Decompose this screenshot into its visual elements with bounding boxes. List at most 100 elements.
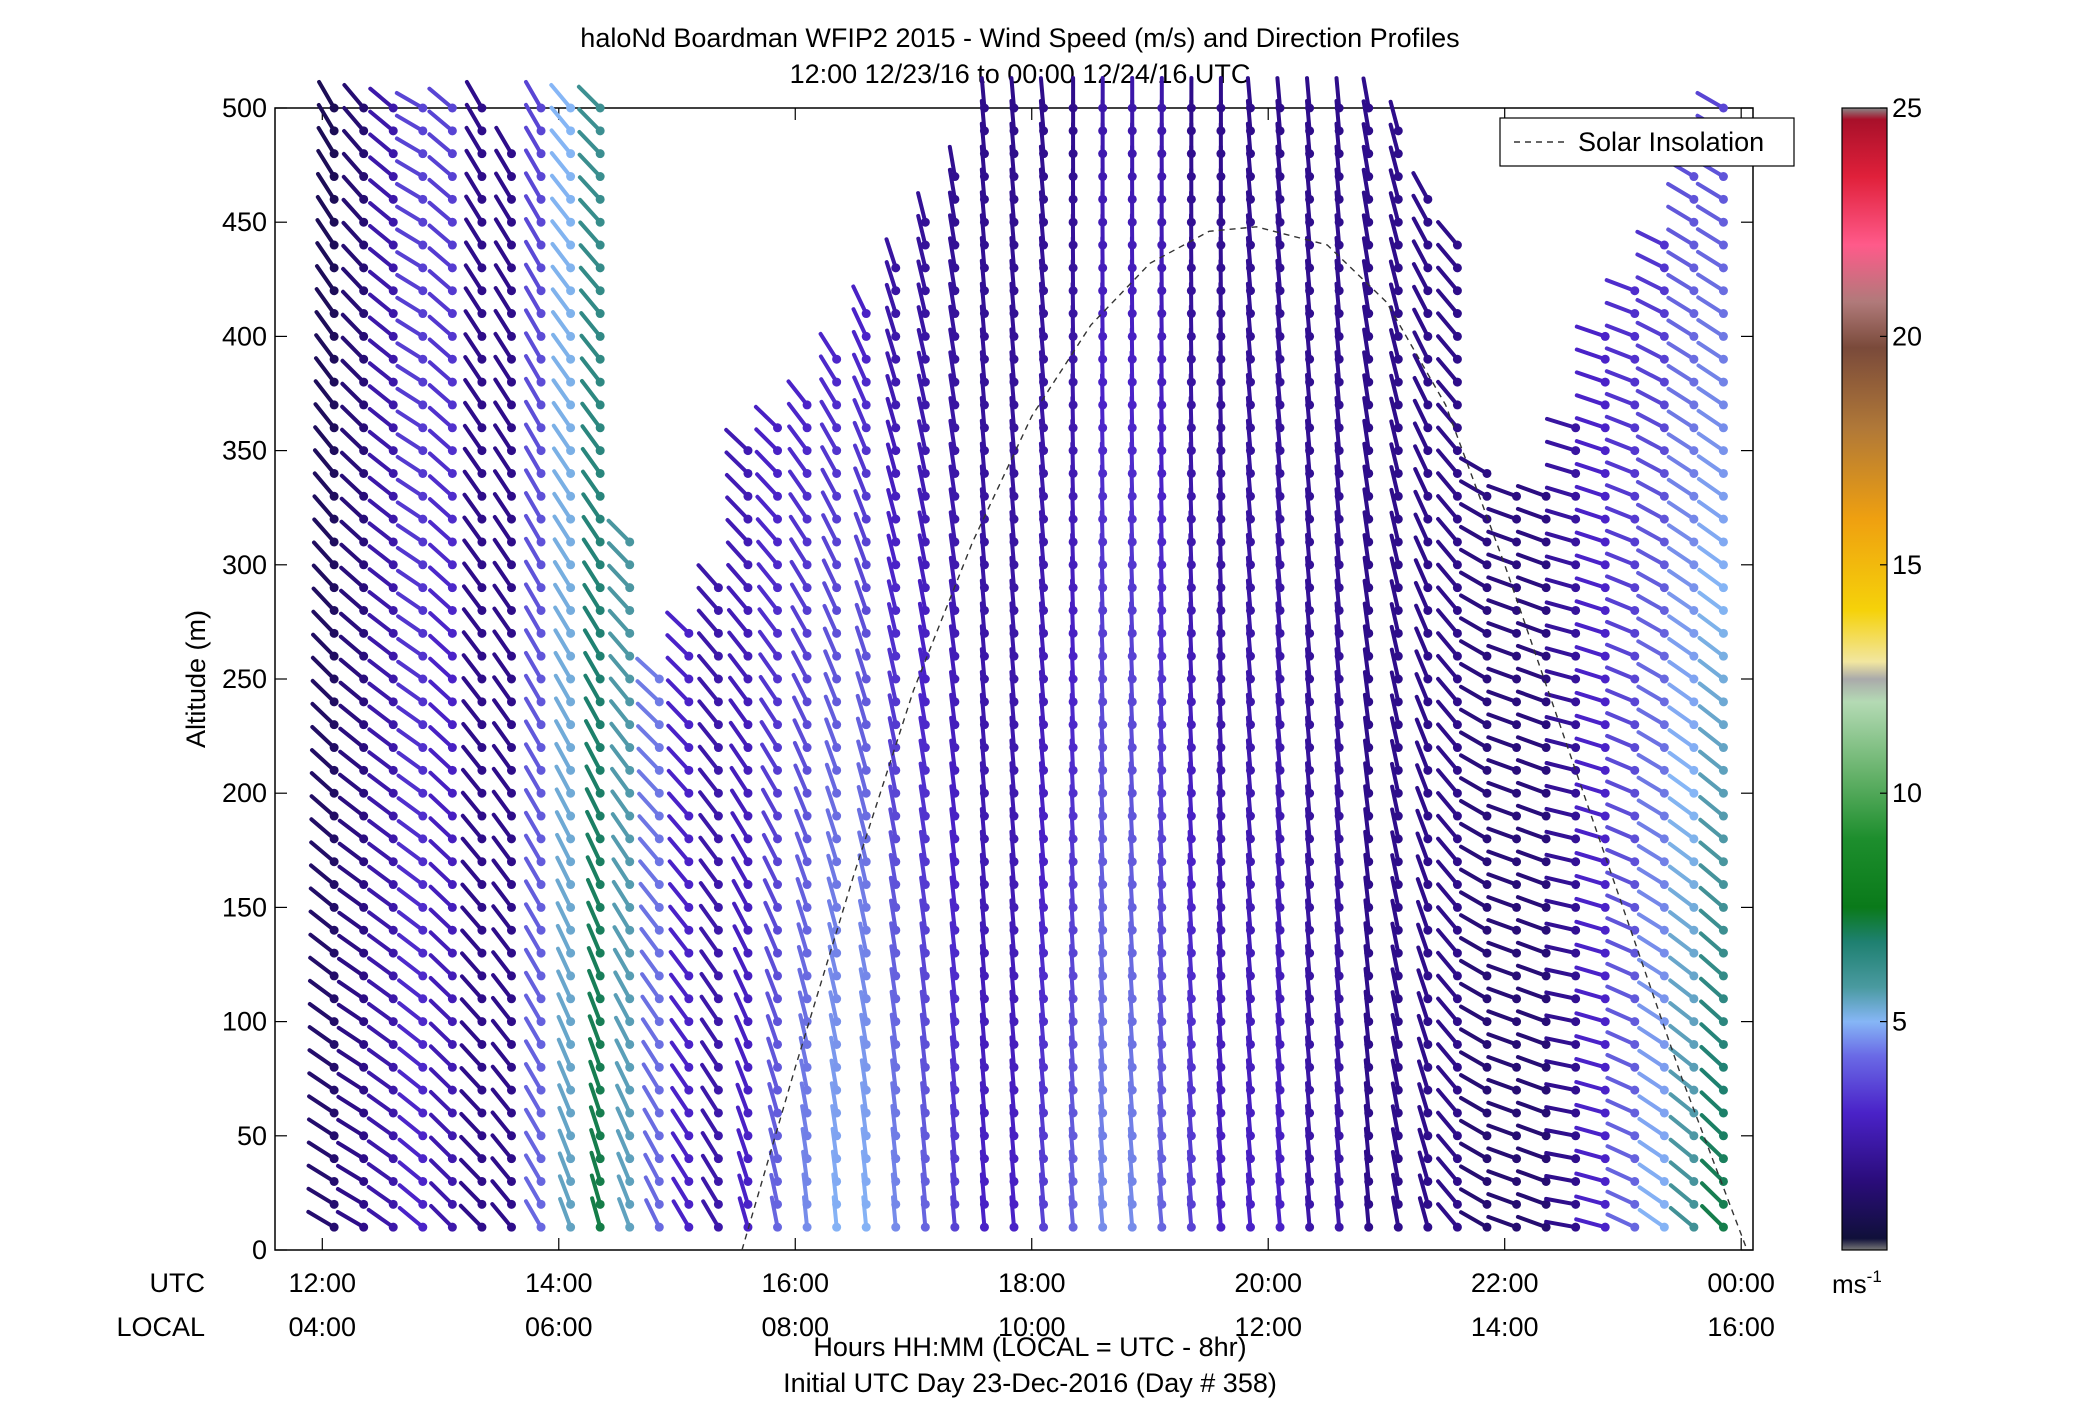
wind-barb-dot: [891, 1108, 901, 1118]
wind-barb: [524, 925, 544, 956]
wind-barb-dot: [1039, 1222, 1049, 1232]
wind-barb-dot: [1718, 240, 1728, 250]
local-row-label: LOCAL: [116, 1312, 205, 1342]
wind-barb-dot: [1630, 1108, 1640, 1118]
wind-barb-dot: [388, 674, 398, 684]
wind-barb: [1544, 921, 1578, 933]
wind-barb: [307, 1048, 337, 1070]
wind-barb-dot: [1482, 902, 1492, 912]
wind-barb-dot: [713, 902, 723, 912]
wind-barb: [1389, 556, 1401, 590]
wind-barb: [490, 1179, 514, 1207]
wind-barb-dot: [920, 1154, 930, 1164]
wind-barb: [757, 629, 780, 659]
wind-barb-dot: [329, 1108, 339, 1118]
wind-barb-dot: [1364, 491, 1374, 501]
wind-barb-dot: [1186, 994, 1196, 1004]
wind-barb: [1459, 913, 1489, 933]
wind-barb-dot: [536, 1199, 546, 1209]
wind-barb-dot: [447, 103, 457, 113]
wind-barb-dot: [506, 674, 516, 684]
wind-barb: [819, 422, 839, 453]
wind-barb-dot: [1216, 560, 1226, 570]
wind-barb-dot: [713, 971, 723, 981]
wind-barb: [396, 864, 425, 887]
wind-barb: [338, 634, 366, 659]
wind-barb-dot: [1541, 560, 1551, 570]
y-tick-label: 150: [222, 892, 267, 922]
wind-barb: [1545, 439, 1578, 453]
wind-barb: [336, 1163, 366, 1184]
wind-barb: [551, 378, 573, 407]
wind-barb-dot: [802, 1222, 812, 1232]
wind-barb-dot: [477, 948, 487, 958]
wind-barb-dot: [773, 468, 783, 478]
wind-barb-dot: [1305, 720, 1315, 730]
wind-barb: [1574, 347, 1608, 362]
wind-barb: [1515, 826, 1549, 841]
wind-barb-dot: [1186, 674, 1196, 684]
wind-barb: [640, 994, 662, 1024]
wind-barb-dot: [1452, 1085, 1462, 1095]
wind-barb-dot: [1482, 674, 1492, 684]
wind-barb-dot: [920, 651, 930, 661]
wind-barb: [888, 830, 898, 864]
wind-barb: [1486, 484, 1519, 499]
wind-barb: [1459, 867, 1489, 887]
wind-barb-dot: [1186, 560, 1196, 570]
wind-barb: [1574, 1171, 1608, 1184]
wind-barb: [463, 286, 484, 316]
wind-barb-dot: [1275, 651, 1285, 661]
wind-barb-dot: [506, 1222, 516, 1232]
wind-barb-dot: [1186, 400, 1196, 410]
wind-barb-dot: [566, 286, 576, 296]
wind-barb: [851, 329, 869, 362]
wind-barb-dot: [891, 331, 901, 341]
wind-barb-dot: [1482, 834, 1492, 844]
wind-barb: [1417, 1105, 1430, 1138]
wind-barb: [1605, 711, 1637, 727]
wind-barb-dot: [743, 880, 753, 890]
wind-barb: [888, 853, 898, 887]
wind-barb-dot: [1186, 126, 1196, 136]
wind-barb-dot: [1127, 537, 1137, 547]
wind-barb: [340, 335, 366, 362]
wind-barb-dot: [1039, 788, 1049, 798]
wind-barb: [1605, 870, 1637, 887]
wind-barb-dot: [1571, 834, 1581, 844]
wind-barb: [1574, 645, 1608, 659]
wind-barb-dot: [536, 1017, 546, 1027]
wind-barb: [1486, 780, 1519, 796]
wind-barb: [666, 723, 691, 750]
wind-barb-dot: [1364, 811, 1374, 821]
wind-barb-dot: [1393, 172, 1403, 182]
wind-barb-dot: [1512, 1039, 1522, 1049]
wind-barb: [855, 648, 869, 681]
wind-barb-dot: [1009, 423, 1019, 433]
wind-barb: [550, 264, 573, 293]
wind-barb: [1697, 613, 1726, 636]
wind-barb-dot: [1423, 902, 1433, 912]
y-tick-label: 400: [222, 321, 267, 351]
wind-barb-dot: [684, 720, 694, 730]
wind-barb-dot: [1127, 194, 1137, 204]
wind-barb: [553, 605, 573, 636]
wind-barb: [855, 671, 869, 704]
wind-barb-dot: [1127, 902, 1137, 912]
wind-barb: [1515, 506, 1549, 522]
wind-barb: [917, 419, 928, 453]
wind-barb-dot: [1157, 902, 1167, 912]
wind-barb-dot: [1423, 925, 1433, 935]
wind-barb: [1414, 603, 1430, 636]
wind-barb: [558, 1197, 573, 1230]
wind-barb: [1668, 910, 1696, 933]
wind-barb-dot: [1659, 377, 1669, 387]
wind-barb-dot: [1423, 400, 1433, 410]
wind-barb-dot: [979, 925, 989, 935]
wind-barb-dot: [920, 583, 930, 593]
wind-barb: [1412, 376, 1430, 407]
wind-barb-dot: [1393, 583, 1403, 593]
wind-barb-dot: [1541, 1108, 1551, 1118]
wind-barb-dot: [1393, 1199, 1403, 1209]
